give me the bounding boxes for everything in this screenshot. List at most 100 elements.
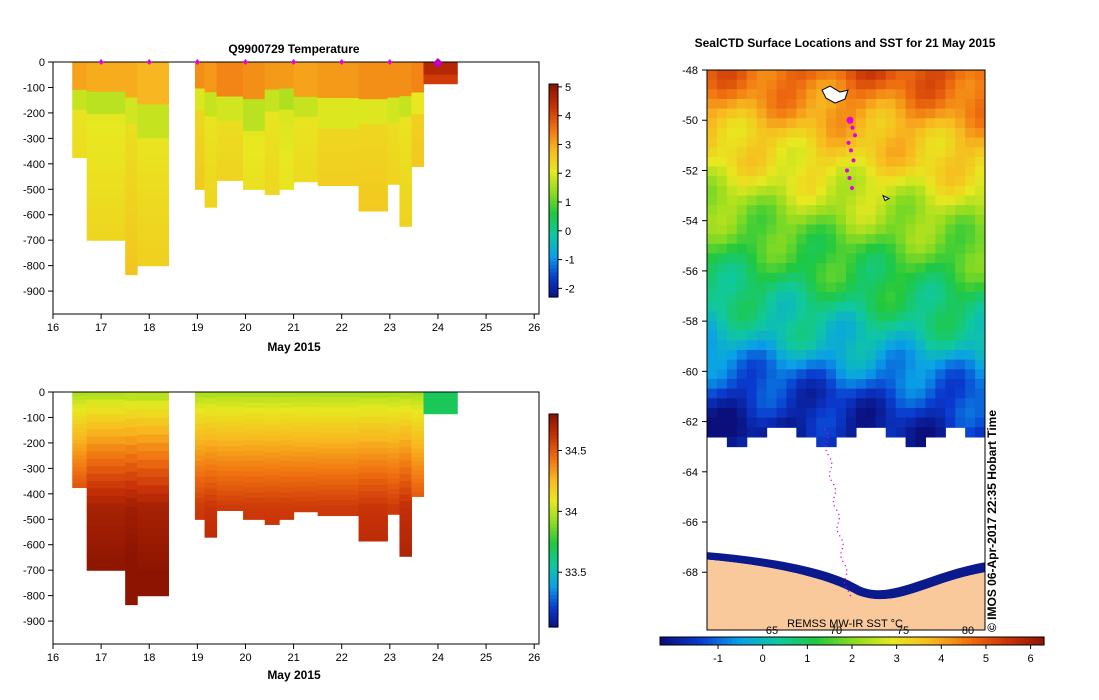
colorbar-swatch <box>549 502 558 507</box>
profile-12-cell <box>358 155 388 162</box>
sst-cell <box>955 205 966 216</box>
sst-cell <box>855 137 867 148</box>
sst-cell <box>975 350 985 361</box>
profile-1-cell <box>86 180 126 189</box>
sst-cell <box>806 417 817 428</box>
sst-cell <box>915 340 927 351</box>
profile-14-cell <box>399 185 412 193</box>
sst-cell <box>855 378 867 390</box>
profile-12-cell <box>358 142 388 150</box>
colorbar-swatch <box>549 133 558 138</box>
sst-cell <box>716 89 728 100</box>
profile-1-cell <box>86 451 126 460</box>
sst-cell <box>955 108 966 119</box>
profile-7-cell <box>243 183 266 190</box>
colorbar-frame <box>548 413 559 628</box>
sst-cell <box>806 263 817 274</box>
lat-tick-label: -58 <box>682 316 698 328</box>
profile-9-cell <box>279 62 295 68</box>
sst-cell <box>716 398 728 409</box>
profile-16-cell <box>423 406 458 408</box>
sst-cell <box>895 205 907 216</box>
sst-cell <box>846 359 857 370</box>
colorbar-tick-label: 3 <box>894 653 900 665</box>
profile-5-cell <box>204 146 218 154</box>
sst-cell <box>945 407 956 419</box>
profile-9-cell <box>279 67 295 74</box>
profile-5-cell <box>204 80 218 87</box>
profile-6-cell <box>216 150 244 157</box>
sst-cell <box>925 311 936 322</box>
sst-cell <box>746 224 758 235</box>
profile-4-cell <box>194 115 206 121</box>
sst-cell <box>965 147 976 158</box>
sst-cell <box>796 118 807 129</box>
sst-cell <box>736 156 748 168</box>
sst-cell <box>895 398 907 409</box>
profile-10-cell <box>293 106 319 113</box>
colorbar-secondary-label: 80 <box>962 625 974 637</box>
sst-cell <box>925 70 936 81</box>
sst-cell <box>707 321 718 332</box>
profile-8-cell <box>264 155 280 162</box>
profile-11-cell <box>317 72 360 79</box>
sst-cell <box>935 417 946 428</box>
sst-cell <box>846 417 857 428</box>
profile-13-cell <box>387 87 400 94</box>
sst-cell <box>716 359 728 370</box>
sst-cell <box>796 195 807 206</box>
colorbar-swatch <box>549 147 558 153</box>
sst-cell <box>726 156 738 168</box>
profile-5-cell <box>204 482 218 490</box>
sst-cell <box>816 89 827 100</box>
sst-cell <box>945 79 956 90</box>
profile-9-cell <box>279 120 295 127</box>
profile-9-cell <box>279 178 295 185</box>
profile-8-cell <box>264 95 280 102</box>
colorbar-swatch <box>549 619 558 625</box>
sst-cell <box>766 156 778 168</box>
sst-cell <box>955 321 966 332</box>
sst-cell <box>707 70 718 81</box>
profile-4-cell <box>194 466 206 473</box>
sst-cell <box>776 350 788 361</box>
profile-11-cell <box>317 407 360 414</box>
profile-9-cell <box>279 455 295 462</box>
sst-cell <box>746 398 758 409</box>
sst-cell <box>855 224 867 235</box>
sst-cell <box>935 89 946 100</box>
sst-cell <box>776 359 788 370</box>
sst-cell <box>855 243 867 255</box>
profile-0-cell <box>72 93 88 99</box>
profile-12-cell <box>358 516 388 523</box>
profile-10-cell <box>293 126 319 133</box>
profile-13-cell <box>387 427 400 434</box>
profile-7-cell <box>243 136 266 143</box>
colorbar-swatch <box>549 98 558 103</box>
profile-13-cell <box>387 163 400 170</box>
sst-cell <box>905 166 917 177</box>
sst-cell <box>885 427 897 438</box>
profile-11-cell <box>317 489 360 496</box>
profile-16-cell <box>423 403 458 406</box>
profile-4-cell <box>194 418 206 425</box>
sst-cell <box>945 234 956 245</box>
colorbar-swatch <box>549 605 558 610</box>
profile-4-cell <box>194 423 206 430</box>
profile-3-cell <box>137 485 169 495</box>
sst-cell <box>865 282 877 293</box>
profile-9-cell <box>279 168 295 174</box>
profile-7-cell <box>243 77 266 84</box>
sst-cell <box>756 166 768 177</box>
sst-cell <box>796 369 807 380</box>
profile-16-cell <box>423 69 458 71</box>
sst-cell <box>905 330 917 341</box>
transit-point <box>833 505 835 507</box>
profile-0-cell <box>72 149 88 155</box>
sst-cell <box>875 118 887 129</box>
profile-12-cell <box>358 423 388 430</box>
sst-cell <box>746 301 758 312</box>
sst-cell <box>865 127 877 139</box>
sst-cell <box>935 321 946 332</box>
sst-cell <box>786 234 797 245</box>
